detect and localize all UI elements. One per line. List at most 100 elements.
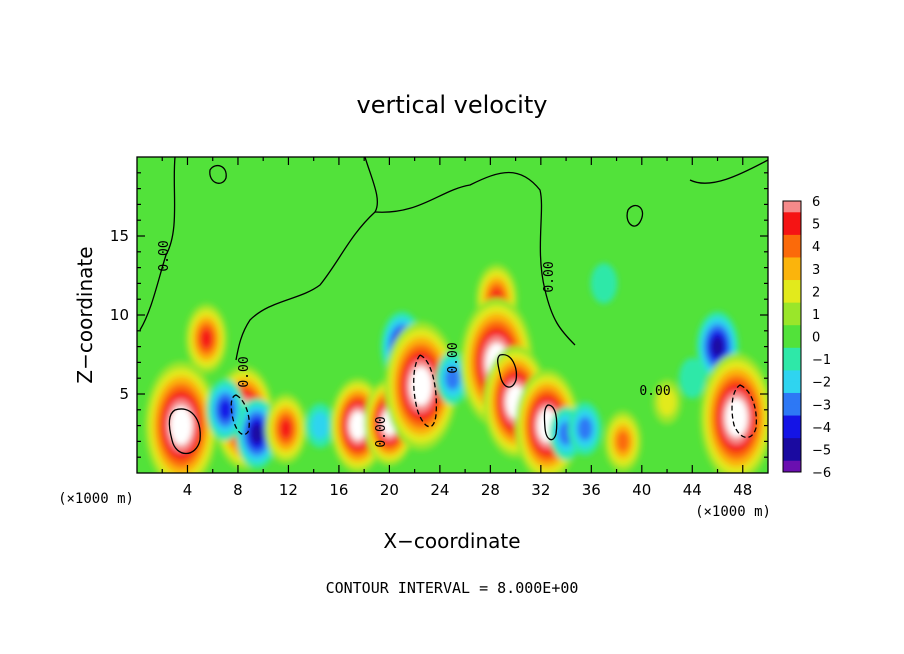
- colorbar-swatch: [783, 460, 801, 473]
- zero-contour-top: [209, 164, 227, 184]
- velocity-cell: [311, 411, 329, 440]
- x-tick-label: 48: [733, 481, 752, 499]
- contour-label: 0.00: [374, 416, 389, 447]
- x-unit-right: (×1000 m): [695, 504, 771, 520]
- colorbar-swatch: [783, 392, 801, 405]
- colorbar-swatch: [783, 201, 801, 213]
- colorbar-swatch: [783, 223, 801, 236]
- colorbar-swatch: [783, 212, 801, 224]
- colorbar-swatch: [783, 370, 801, 383]
- colorbar-swatch: [783, 426, 801, 439]
- colorbar-swatch: [783, 313, 801, 326]
- x-axis-label: X−coordinate: [383, 529, 520, 553]
- colorbar-swatch: [783, 291, 801, 304]
- colorbar-swatch: [783, 302, 801, 315]
- colorbar-label: 0: [812, 331, 820, 346]
- zero-contour-right: [689, 159, 768, 184]
- y-tick-label: 15: [110, 227, 129, 245]
- zero-contour-main: [139, 157, 176, 331]
- contour-labels: 0.00 0.00 0.00 0.00 0.00 0.00: [157, 240, 671, 447]
- velocity-cell: [200, 328, 213, 349]
- x-tick-label: 32: [531, 481, 550, 499]
- velocity-cell: [445, 366, 460, 391]
- colorbar-label: 1: [812, 308, 820, 323]
- contour-label: 0.00: [446, 342, 461, 373]
- contour-core-1: [168, 408, 201, 455]
- contour-label: 0.00: [639, 384, 670, 399]
- contour-interval-note: CONTOUR INTERVAL = 8.000E+00: [326, 579, 579, 597]
- velocity-cell: [414, 374, 428, 399]
- chart-title: vertical velocity: [357, 91, 548, 119]
- colorbar-swatch: [783, 449, 801, 462]
- colorbar-label: 3: [812, 263, 820, 278]
- colorbar-label: −3: [812, 398, 831, 413]
- x-tick-label: 44: [683, 481, 702, 499]
- colorbar-label: 2: [812, 285, 820, 300]
- velocity-cell: [711, 336, 724, 357]
- zero-contours: [139, 157, 768, 455]
- zero-contour-small: [626, 205, 644, 227]
- contour-label: 0.00: [542, 261, 557, 292]
- x-tick-label: 28: [481, 481, 500, 499]
- colorbar-frame: [782, 200, 802, 473]
- velocity-cell: [174, 413, 188, 438]
- velocity-cell: [616, 430, 630, 453]
- x-tick-label: 12: [279, 481, 298, 499]
- contour-label: 0.00: [157, 240, 172, 271]
- colorbar-swatch: [783, 347, 801, 360]
- colorbar-swatch: [783, 234, 801, 247]
- colorbar-label: −5: [812, 443, 831, 458]
- colorbar-label: −1: [812, 353, 831, 368]
- colorbar-label: −6: [812, 466, 831, 481]
- colorbar-swatch: [783, 438, 801, 450]
- plot-area: 0.00 0.00 0.00 0.00 0.00 0.00: [137, 157, 768, 473]
- x-tick-label: 20: [380, 481, 399, 499]
- axis-ticks: [137, 157, 768, 473]
- colorbar-swatch: [783, 325, 801, 337]
- contour-label: 0.00: [237, 356, 252, 387]
- velocity-cell: [658, 388, 676, 416]
- velocity-cell: [352, 416, 363, 435]
- velocity-cells: [144, 263, 768, 473]
- velocity-cell: [590, 263, 618, 304]
- velocity-cell: [250, 423, 263, 444]
- y-axis-label: Z−coordinate: [73, 246, 97, 383]
- x-unit-left: (×1000 m): [58, 491, 134, 507]
- x-tick-label: 40: [632, 481, 651, 499]
- colorbar-swatch: [783, 359, 801, 371]
- colorbar-label: 4: [812, 240, 820, 255]
- y-tick-label: 10: [110, 306, 129, 324]
- velocity-cell: [218, 399, 232, 421]
- contour-core-3: [413, 354, 438, 428]
- colorbar-swatch: [783, 268, 801, 281]
- colorbar-swatch: [783, 336, 801, 349]
- x-tick-label: 24: [430, 481, 449, 499]
- zero-contour-center: [235, 157, 379, 361]
- colorbar-label: 5: [812, 218, 820, 233]
- x-tick-label: 4: [183, 481, 193, 499]
- x-tick-labels: 4 8 12 16 20 24 28 32 36 40 44 48: [183, 481, 753, 499]
- velocity-cell: [678, 357, 706, 399]
- contour-core-4: [731, 384, 758, 439]
- x-tick-label: 8: [233, 481, 243, 499]
- y-tick-label: 5: [119, 385, 129, 403]
- colorbar-label: −4: [812, 421, 831, 436]
- y-tick-labels: 5 10 15: [110, 227, 129, 403]
- zero-contour-ridge: [374, 171, 576, 346]
- colorbar-swatch: [783, 246, 801, 258]
- colorbar-swatch: [783, 415, 801, 428]
- velocity-cell: [279, 418, 292, 439]
- velocity-cell: [577, 416, 593, 441]
- colorbar-swatch: [783, 257, 801, 270]
- x-tick-label: 36: [582, 481, 601, 499]
- colorbar-swatch: [783, 280, 801, 292]
- colorbar-label: −2: [812, 376, 831, 391]
- colorbar-swatch: [783, 404, 801, 416]
- colorbar-labels: 6 5 4 3 2 1 0 −1 −2 −3 −4 −5 −6: [812, 195, 831, 481]
- colorbar-swatch: [783, 381, 801, 394]
- contour-core-6: [543, 404, 558, 441]
- contour-core-5: [230, 394, 250, 436]
- contour-core-2: [497, 354, 518, 388]
- x-tick-label: 16: [329, 481, 348, 499]
